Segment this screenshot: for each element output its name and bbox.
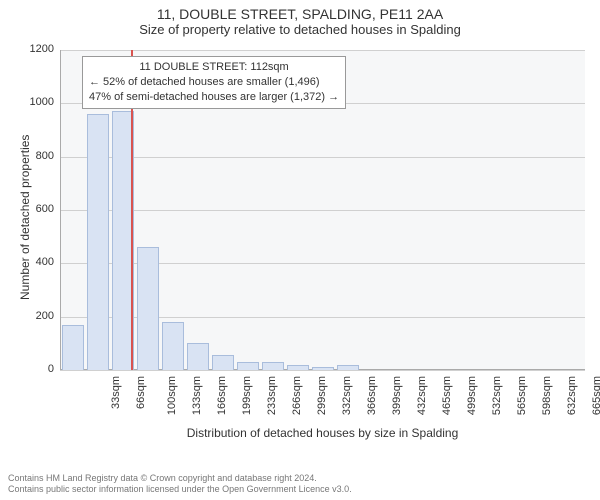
bar: [262, 362, 284, 370]
credits-line1: Contains HM Land Registry data © Crown c…: [8, 473, 352, 485]
x-tick-label: 332sqm: [341, 376, 353, 415]
page-title: 11, DOUBLE STREET, SPALDING, PE11 2AA: [0, 0, 600, 22]
y-tick-label: 800: [18, 150, 54, 162]
x-axis-label: Distribution of detached houses by size …: [60, 426, 585, 440]
x-tick-label: 632sqm: [566, 376, 578, 415]
x-tick-label: 299sqm: [316, 376, 328, 415]
gridline: [60, 50, 585, 51]
bar: [137, 247, 159, 370]
x-tick-label: 66sqm: [135, 376, 147, 409]
x-tick-label: 133sqm: [191, 376, 203, 415]
credits: Contains HM Land Registry data © Crown c…: [8, 473, 352, 496]
bar: [62, 325, 84, 370]
x-tick-label: 465sqm: [441, 376, 453, 415]
gridline: [60, 370, 585, 371]
bar: [87, 114, 109, 370]
y-tick-label: 200: [18, 310, 54, 322]
y-tick-label: 400: [18, 256, 54, 268]
x-tick-label: 399sqm: [391, 376, 403, 415]
bar: [212, 355, 234, 370]
chart-container: 11, DOUBLE STREET, SPALDING, PE11 2AA Si…: [0, 0, 600, 500]
x-tick-label: 266sqm: [291, 376, 303, 415]
bar: [337, 365, 359, 370]
y-tick-label: 1000: [18, 96, 54, 108]
x-tick-label: 366sqm: [366, 376, 378, 415]
y-tick-label: 0: [18, 363, 54, 375]
annotation-line3: 47% of semi-detached houses are larger (…: [89, 90, 339, 105]
chart-subtitle: Size of property relative to detached ho…: [0, 22, 600, 37]
bar: [237, 362, 259, 370]
y-tick-label: 1200: [18, 43, 54, 55]
x-tick-label: 565sqm: [516, 376, 528, 415]
x-tick-label: 233sqm: [266, 376, 278, 415]
bar: [287, 365, 309, 370]
x-tick-label: 532sqm: [491, 376, 503, 415]
gridline: [60, 157, 585, 158]
x-tick-label: 432sqm: [416, 376, 428, 415]
bar: [187, 343, 209, 370]
x-tick-label: 100sqm: [166, 376, 178, 415]
x-tick-label: 33sqm: [110, 376, 122, 409]
annotation-line2: ← 52% of detached houses are smaller (1,…: [89, 75, 339, 90]
credits-line2: Contains public sector information licen…: [8, 484, 352, 496]
annotation-line1: 11 DOUBLE STREET: 112sqm: [89, 60, 339, 75]
bar: [312, 367, 334, 370]
gridline: [60, 210, 585, 211]
bar: [162, 322, 184, 370]
x-tick-label: 499sqm: [466, 376, 478, 415]
x-tick-label: 199sqm: [241, 376, 253, 415]
y-axis-line: [60, 50, 61, 370]
x-tick-label: 665sqm: [591, 376, 600, 415]
x-tick-label: 166sqm: [216, 376, 228, 415]
x-tick-label: 598sqm: [541, 376, 553, 415]
plot-area: 11 DOUBLE STREET: 112sqm← 52% of detache…: [60, 50, 585, 370]
annotation-box: 11 DOUBLE STREET: 112sqm← 52% of detache…: [82, 56, 346, 109]
y-tick-label: 600: [18, 203, 54, 215]
